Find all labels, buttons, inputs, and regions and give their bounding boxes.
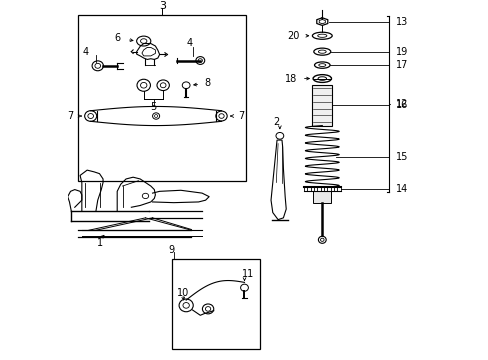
Text: 3: 3: [159, 1, 165, 11]
Text: 19: 19: [395, 47, 407, 57]
Text: 16: 16: [395, 100, 407, 110]
Bar: [78, 14, 246, 181]
Text: 1: 1: [96, 238, 102, 248]
Text: 4: 4: [82, 47, 88, 57]
Text: 6: 6: [114, 33, 121, 43]
Text: 20: 20: [286, 31, 299, 41]
Bar: [313, 191, 330, 203]
Text: 15: 15: [395, 152, 407, 162]
Text: 17: 17: [395, 60, 407, 70]
Text: 13: 13: [395, 17, 407, 27]
Bar: [312, 85, 331, 126]
Text: 9: 9: [168, 245, 174, 255]
Text: 18: 18: [284, 73, 296, 84]
Text: 4: 4: [186, 38, 192, 48]
Text: 7: 7: [67, 111, 74, 121]
Bar: [172, 258, 260, 349]
Text: 7: 7: [238, 111, 244, 121]
Text: 12: 12: [395, 99, 407, 109]
Text: 10: 10: [177, 288, 189, 298]
Text: 2: 2: [273, 117, 279, 127]
Text: 11: 11: [242, 269, 254, 279]
Text: 5: 5: [150, 102, 157, 112]
Text: 14: 14: [395, 184, 407, 194]
Text: 8: 8: [204, 78, 210, 89]
